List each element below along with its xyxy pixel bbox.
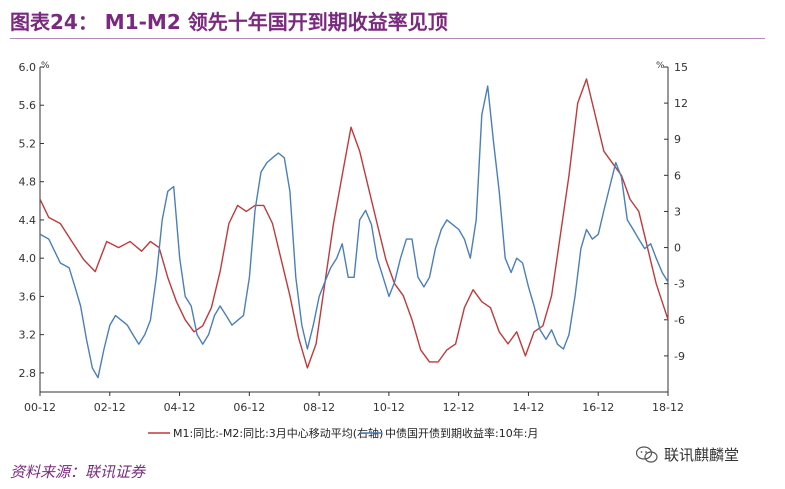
chart-lines — [39, 78, 669, 379]
left-tick-label: 3.2 — [19, 329, 37, 342]
legend-label-2: 中债国开债到期收益率:10年:月 — [385, 426, 538, 440]
left-tick-label: 6.0 — [19, 61, 37, 74]
x-tick-label: 04-12 — [164, 401, 196, 414]
x-tick-label: 06-12 — [233, 401, 265, 414]
chart-axes: 2.8 3.2 3.6 4.0 4.4 4.8 5.2 5.6 6.0 % -9 -6 -3 0 3 6 9 12… — [19, 61, 689, 414]
left-tick-label: 2.8 — [19, 367, 37, 380]
x-tick-label: 16-12 — [582, 401, 614, 414]
left-tick-label: 4.8 — [19, 176, 37, 189]
right-tick-label: 12 — [674, 97, 688, 110]
x-tick-label: 14-12 — [512, 401, 544, 414]
legend-label-1: M1:同比:-M2:同比:3月中心移动平均(右轴) — [173, 426, 383, 440]
left-axis-unit: % — [41, 61, 50, 71]
right-tick-label: -9 — [674, 350, 685, 363]
right-tick-label: 9 — [674, 133, 681, 146]
source-note: 资料来源：联讯证券 — [10, 463, 146, 481]
right-tick-label: 6 — [674, 169, 681, 182]
x-tick-label: 10-12 — [373, 401, 405, 414]
left-tick-label: 5.6 — [19, 99, 37, 112]
line-chart: 2.8 3.2 3.6 4.0 4.4 4.8 5.2 5.6 6.0 % -9 -6 -3 0 3 6 9 12… — [19, 61, 689, 440]
left-tick-label: 3.6 — [19, 290, 37, 303]
left-tick-label: 4.4 — [19, 214, 37, 227]
x-tick-label: 08-12 — [303, 401, 335, 414]
x-tick-label: 02-12 — [94, 401, 126, 414]
left-tick-label: 5.2 — [19, 137, 37, 150]
title-divider — [10, 38, 765, 39]
chart-legend: M1:同比:-M2:同比:3月中心移动平均(右轴) 中债国开债到期收益率:10年:… — [148, 426, 538, 440]
wechat-icon — [636, 445, 658, 463]
left-tick-label: 4.0 — [19, 252, 37, 265]
x-tick-label: 18-12 — [652, 401, 684, 414]
right-tick-label: 0 — [674, 242, 681, 255]
series-line-1 — [39, 78, 669, 369]
watermark: 联讯麒麟堂 — [636, 444, 739, 465]
watermark-text: 联讯麒麟堂 — [664, 446, 740, 464]
right-tick-label: 15 — [674, 61, 688, 74]
right-tick-label: -3 — [674, 278, 685, 291]
series-line-2 — [39, 85, 669, 379]
x-tick-label: 12-12 — [443, 401, 475, 414]
right-axis-unit: % — [656, 61, 665, 71]
right-tick-label: -6 — [674, 314, 685, 327]
chart-title: 图表24： M1-M2 领先十年国开到期收益率见顶 — [10, 10, 448, 34]
right-tick-label: 3 — [674, 205, 681, 218]
x-tick-label: 00-12 — [24, 401, 56, 414]
